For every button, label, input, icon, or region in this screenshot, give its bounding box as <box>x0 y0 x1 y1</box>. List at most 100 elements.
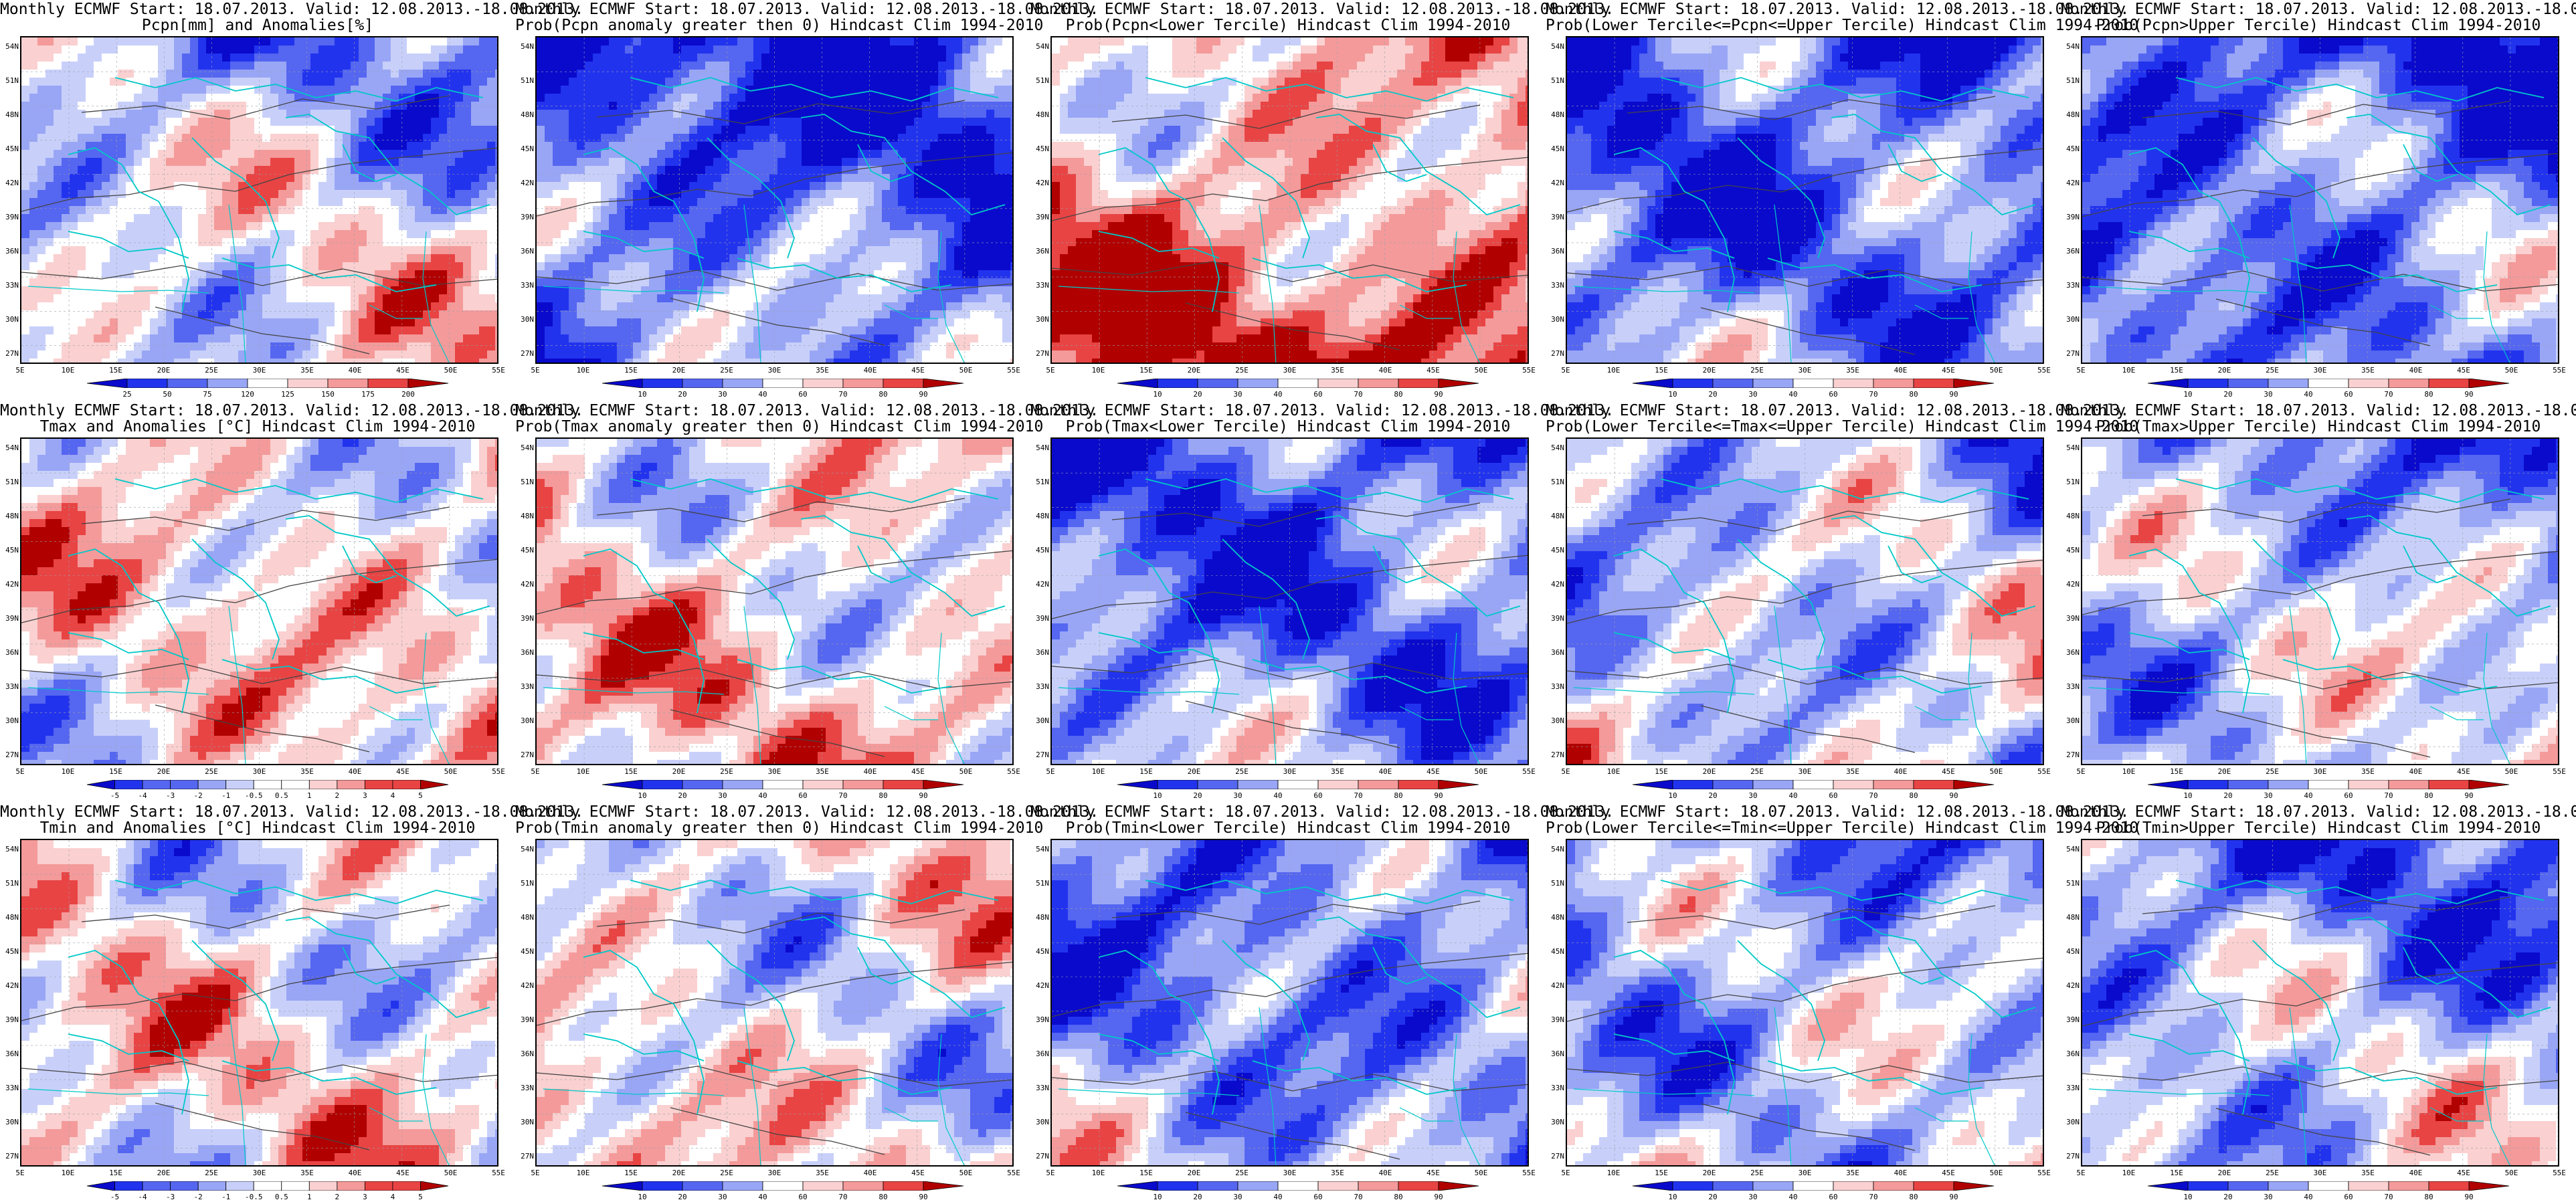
colorbar-tick-label: 80 <box>870 1193 897 1201</box>
lat-tick-label: 51N <box>1030 478 1049 486</box>
lon-tick-label: 25E <box>2259 367 2286 375</box>
lon-tick-label: 35E <box>809 768 836 776</box>
lon-tick-label: 35E <box>2355 1169 2381 1177</box>
colorbar-tick-label: 70 <box>1860 391 1887 399</box>
lon-tick-label: 35E <box>2355 768 2381 776</box>
colorbar-tick-label: 40 <box>749 391 776 399</box>
panel-subtitle: Prob(Lower Tercile<=Pcpn<=Upper Tercile)… <box>1546 17 2138 34</box>
lon-tick-label: 40E <box>2403 768 2429 776</box>
lat-tick-label: 36N <box>1546 247 1564 256</box>
map-frame <box>2081 839 2559 1167</box>
lat-tick-label: 30N <box>1030 717 1049 725</box>
lon-tick-label: 20E <box>666 1169 693 1177</box>
lon-tick-label: 35E <box>1839 367 1866 375</box>
lat-tick-label: 27N <box>2061 751 2080 759</box>
lon-tick-label: 25E <box>1228 367 1255 375</box>
colorbar-tick-label: 30 <box>1740 792 1766 800</box>
colorbar-tick-label: 80 <box>2415 792 2442 800</box>
forecast-field <box>1567 840 2043 1165</box>
lat-tick-label: 39N <box>1546 1016 1564 1024</box>
lat-tick-label: 30N <box>515 316 534 324</box>
colorbar-tick-label: 90 <box>2456 792 2482 800</box>
lon-tick-label: 50E <box>1468 1169 1495 1177</box>
lon-tick-label: 55E <box>1000 367 1027 375</box>
lon-tick-label: 20E <box>2211 1169 2238 1177</box>
forecast-field <box>21 840 497 1165</box>
forecast-field <box>1052 840 1528 1165</box>
lat-tick-label: 30N <box>0 1118 19 1126</box>
colorbar-tick-label: 80 <box>1900 1193 1927 1201</box>
lat-tick-label: 39N <box>2061 213 2080 221</box>
colorbar-tick-label: 30 <box>709 391 736 399</box>
lat-tick-label: 48N <box>2061 512 2080 520</box>
lat-tick-label: 54N <box>0 43 19 51</box>
map-frame <box>1050 437 1529 765</box>
lat-tick-label: 39N <box>1546 213 1564 221</box>
lon-tick-label: 30E <box>1277 768 1303 776</box>
colorbar-tick-label: 60 <box>1305 792 1331 800</box>
panel-title: Monthly ECMWF Start: 18.07.2013. Valid: … <box>515 804 1099 821</box>
lat-tick-label: 45N <box>2061 948 2080 956</box>
lat-tick-label: 45N <box>1546 948 1564 956</box>
lon-tick-label: 30E <box>2307 367 2334 375</box>
forecast-field <box>537 37 1012 363</box>
colorbar <box>595 379 970 388</box>
colorbar-tick-label: 10 <box>1659 792 1686 800</box>
lon-tick-label: 10E <box>1085 1169 1112 1177</box>
colorbar <box>1626 379 2001 388</box>
lat-tick-label: 54N <box>1546 444 1564 452</box>
lat-tick-label: 42N <box>1030 179 1049 187</box>
lon-tick-label: 15E <box>2163 768 2190 776</box>
colorbar-tick-label: 30 <box>1224 1193 1251 1201</box>
colorbar-tick-label: 70 <box>2375 391 2402 399</box>
lon-tick-label: 20E <box>1181 367 1208 375</box>
lon-tick-label: 40E <box>1372 768 1399 776</box>
lat-tick-label: 45N <box>515 546 534 555</box>
lat-tick-label: 36N <box>0 1050 19 1058</box>
lon-tick-label: 40E <box>342 768 369 776</box>
lat-tick-label: 30N <box>1546 717 1564 725</box>
lon-tick-label: 25E <box>713 768 740 776</box>
lon-tick-label: 25E <box>198 1169 225 1177</box>
colorbar-tick-label: 125 <box>274 391 301 399</box>
lon-tick-label: 35E <box>1324 1169 1351 1177</box>
lat-tick-label: 27N <box>1030 1152 1049 1161</box>
lat-tick-label: 48N <box>1030 512 1049 520</box>
map-frame <box>20 36 498 364</box>
lat-tick-label: 30N <box>1546 1118 1564 1126</box>
colorbar-tick-label: 90 <box>1425 792 1452 800</box>
colorbar-tick-label: 80 <box>1900 792 1927 800</box>
lon-tick-label: 30E <box>1277 367 1303 375</box>
lon-tick-label: 35E <box>294 1169 320 1177</box>
colorbar-tick-label: 30 <box>709 1193 736 1201</box>
lon-tick-label: 30E <box>1792 367 1819 375</box>
forecast-field <box>2082 439 2558 764</box>
colorbar-tick-label: 30 <box>2255 1193 2282 1201</box>
lat-tick-label: 54N <box>0 444 19 452</box>
lon-tick-label: 50E <box>2498 1169 2525 1177</box>
lat-tick-label: 36N <box>2061 247 2080 256</box>
lat-tick-label: 54N <box>515 43 534 51</box>
panel-subtitle: Prob(Pcpn>Upper Tercile) Hindcast Clim 1… <box>2061 17 2576 34</box>
lon-tick-label: 15E <box>1133 367 1160 375</box>
lat-tick-label: 45N <box>515 948 534 956</box>
colorbar-tick-label: 2 <box>324 792 351 800</box>
colorbar-tick-label: 30 <box>709 792 736 800</box>
lon-tick-label: 55E <box>485 768 512 776</box>
colorbar-tick-label: 70 <box>1345 1193 1372 1201</box>
lat-tick-label: 27N <box>515 751 534 759</box>
lat-tick-label: 42N <box>1546 982 1564 990</box>
lon-tick-label: 50E <box>1983 768 2010 776</box>
lon-tick-label: 50E <box>1468 367 1495 375</box>
lon-tick-label: 10E <box>55 1169 82 1177</box>
map-panel: Monthly ECMWF Start: 18.07.2013. Valid: … <box>1030 401 1614 803</box>
lon-tick-label: 25E <box>1744 768 1770 776</box>
lat-tick-label: 48N <box>2061 111 2080 119</box>
lon-tick-label: 15E <box>2163 1169 2190 1177</box>
colorbar-tick-label: 80 <box>1385 391 1412 399</box>
panel-subtitle: Prob(Tmax anomaly greater then 0) Hindca… <box>515 419 1043 435</box>
lon-tick-label: 40E <box>1888 1169 1914 1177</box>
lon-tick-label: 5E <box>1037 768 1064 776</box>
panel-subtitle: Tmin and Anomalies [°C] Hindcast Clim 19… <box>0 820 515 837</box>
lat-tick-label: 30N <box>1546 316 1564 324</box>
